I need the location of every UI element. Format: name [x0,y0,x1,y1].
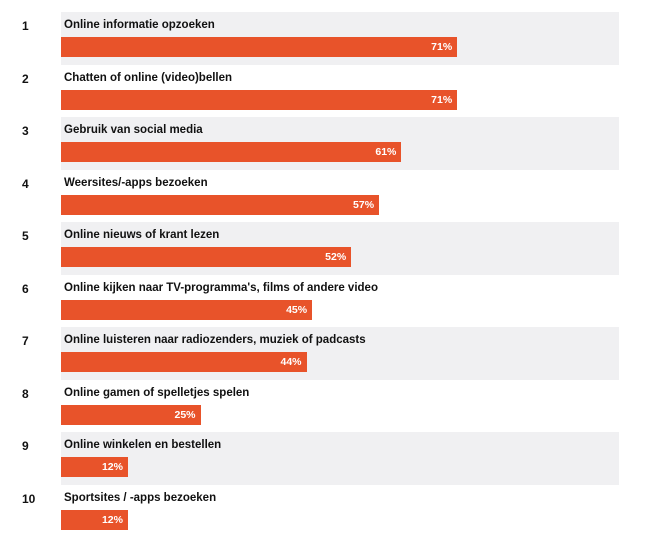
chart-row: 9 Online winkelen en bestellen 12% [0,432,654,485]
rank-number: 4 [22,176,29,191]
value-label: 57% [353,198,375,211]
chart-row: 4 Weersites/-apps bezoeken 57% [0,169,654,222]
bar: 25% [61,404,201,425]
row-band: Online winkelen en bestellen 12% [61,432,619,485]
chart-row: 6 Online kijken naar TV-programma's, film… [0,274,654,327]
value-label: 45% [286,303,308,316]
rank-number: 9 [22,439,29,453]
rank-number: 8 [22,386,29,401]
value-label: 52% [325,251,347,263]
row-band: Online gamen of spelletjes spelen 25% [61,379,619,432]
chart-row: 1 Online informatie opzoeken 71% [0,12,654,65]
category-label: Online winkelen en bestellen [64,439,222,451]
category-label: Chatten of online (video)bellen [64,71,233,84]
rank-number: 5 [22,229,29,243]
value-label: 71% [431,41,453,53]
bar: 57% [61,194,380,215]
chart-row: 10 Sportsites / -apps bezoeken 12% [0,484,654,537]
row-band: Chatten of online (video)bellen 71% [61,64,619,117]
bar: 61% [61,142,402,162]
row-band: Online nieuws of krant lezen 52% [61,222,619,275]
chart-row: 7 Online luisteren naar radiozenders, muz… [0,327,654,380]
chart-row: 5 Online nieuws of krant lezen 52% [0,222,654,275]
bar: 12% [61,509,128,530]
row-band: Gebruik van social media 61% [61,117,619,170]
value-label: 12% [101,461,123,473]
category-label: Gebruik van social media [64,124,203,136]
rank-number: 1 [22,19,29,33]
row-band: Weersites/-apps bezoeken 57% [61,169,619,222]
row-band: Sportsites / -apps bezoeken 12% [61,484,619,537]
category-label: Online luisteren naar radiozenders, muzi… [64,334,366,346]
value-label: 44% [280,356,302,368]
bar: 45% [61,299,313,320]
bar: 71% [61,89,458,110]
rank-number: 10 [22,491,36,506]
category-label: Sportsites / -apps bezoeken [64,491,217,504]
value-label: 25% [174,408,196,421]
chart-row: 3 Gebruik van social media 61% [0,117,654,170]
rank-number: 6 [22,281,29,296]
bar: 71% [61,37,458,57]
rank-number: 2 [22,71,29,86]
row-band: Online kijken naar TV-programma's, films… [61,274,619,327]
bar: 44% [61,352,307,372]
row-band: Online informatie opzoeken 71% [61,12,619,65]
rank-number: 3 [22,124,29,138]
category-label: Online gamen of spelletjes spelen [64,386,250,399]
bar: 52% [61,247,352,267]
bar: 12% [61,457,128,477]
chart-row: 8 Online gamen of spelletjes spelen 25% [0,379,654,432]
value-label: 12% [101,513,123,526]
category-label: Online kijken naar TV-programma's, films… [64,281,378,294]
rank-number: 7 [22,334,29,348]
value-label: 71% [431,93,453,106]
category-label: Online informatie opzoeken [64,19,215,31]
category-label: Weersites/-apps bezoeken [64,176,208,189]
row-band: Online luisteren naar radiozenders, muzi… [61,327,619,380]
value-label: 61% [375,146,397,158]
chart-row: 2 Chatten of online (video)bellen 71% [0,64,654,117]
category-label: Online nieuws of krant lezen [64,229,220,241]
